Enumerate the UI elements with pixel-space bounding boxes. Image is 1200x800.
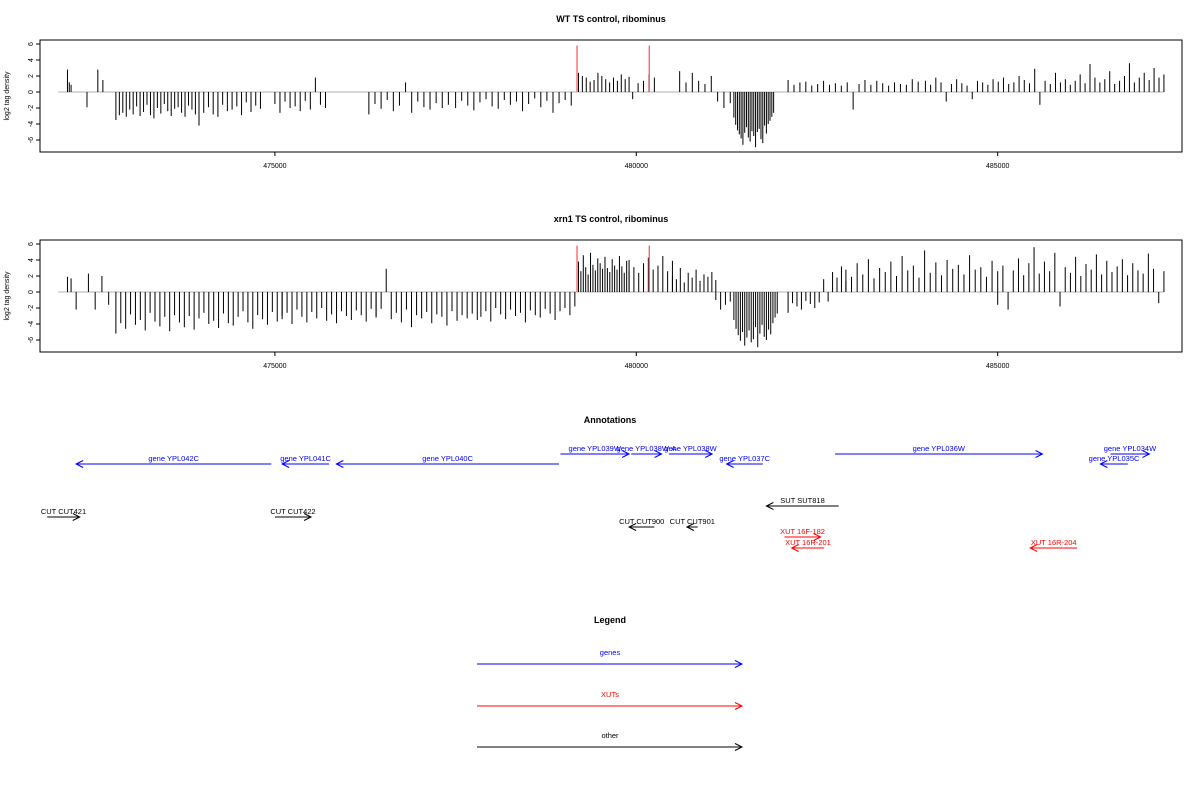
feature-arrow-head <box>734 702 744 710</box>
x-tick-label: 485000 <box>986 363 1009 370</box>
annotations-title: Annotations <box>584 415 637 425</box>
feature-arrow-head <box>813 533 822 541</box>
feature-arrow-head <box>281 460 290 468</box>
feature-arrow-head <box>75 460 84 468</box>
y-tick-label: -4 <box>28 321 35 327</box>
feature-label: CUT CUT901 <box>670 517 715 526</box>
y-axis-label: log2 tag density <box>4 71 11 121</box>
feature-arrow-head <box>1099 460 1108 468</box>
feature-arrow <box>631 450 663 458</box>
feature-arrow-head <box>627 523 637 531</box>
feature-arrow <box>47 513 81 521</box>
feature-label: gene YPL038W <box>664 444 717 453</box>
feature-arrow-head <box>734 660 744 668</box>
feature-arrow <box>685 523 698 531</box>
feature-arrow <box>627 523 655 531</box>
feature-label: gene YPL042C <box>148 454 199 463</box>
y-tick-label: 2 <box>28 74 35 78</box>
feature-arrow <box>790 544 825 552</box>
y-tick-label: 4 <box>28 258 35 262</box>
feature-label: gene YPL039W <box>569 444 622 453</box>
feature-label: gene YPL038W-A <box>617 444 677 453</box>
feature-label: XUT 16R-201 <box>785 538 831 547</box>
feature-arrow-head <box>790 544 799 552</box>
feature-label: gene YPL037C <box>719 454 770 463</box>
feature-arrow-head <box>1142 450 1151 458</box>
feature-label: gene YPL036W <box>913 444 966 453</box>
feature-arrow-head <box>72 513 81 521</box>
feature-arrow <box>835 450 1044 458</box>
feature-label: CUT CUT900 <box>619 517 664 526</box>
legend-label: other <box>601 731 619 740</box>
feature-arrow <box>75 460 272 468</box>
feature-arrow <box>1099 460 1128 468</box>
y-tick-label: -2 <box>28 305 35 311</box>
x-tick-label: 485000 <box>986 163 1009 170</box>
plot-frame <box>39 239 1183 353</box>
plot-frame <box>39 39 1183 153</box>
feature-arrow-head <box>725 460 734 468</box>
feature-label: gene YPL035C <box>1089 454 1140 463</box>
feature-label: SUT SUT818 <box>780 496 824 505</box>
y-tick-label: -2 <box>28 105 35 111</box>
y-tick-label: 6 <box>28 42 35 46</box>
feature-arrow-head <box>335 460 344 468</box>
feature-label: CUT CUT421 <box>41 507 86 516</box>
x-tick-label: 480000 <box>625 363 648 370</box>
legend-panel: Legend genes XUTs other <box>477 615 744 751</box>
feature-label: CUT CUT422 <box>270 507 315 516</box>
y-tick-label: 6 <box>28 242 35 246</box>
feature-arrow-head <box>654 450 663 458</box>
legend-arrow <box>477 702 744 710</box>
feature-arrow <box>1110 450 1151 458</box>
feature-label: XUT 16F-182 <box>780 527 825 536</box>
legend-arrow <box>477 660 744 668</box>
y-tick-label: -4 <box>28 121 35 127</box>
feature-arrow-head <box>685 523 695 531</box>
feature-arrow <box>1029 544 1078 552</box>
feature-label: XUT 16R-204 <box>1031 538 1077 547</box>
feature-arrow <box>335 460 559 468</box>
feature-arrow <box>765 502 839 510</box>
feature-arrow <box>274 513 313 521</box>
feature-arrow-head <box>734 743 744 751</box>
legend-arrow <box>477 743 744 751</box>
feature-arrow <box>560 450 631 458</box>
chart-title: xrn1 TS control, ribominus <box>554 214 669 224</box>
feature-arrow-head <box>1029 544 1038 552</box>
feature-arrow-head <box>704 450 714 458</box>
y-tick-label: -6 <box>28 337 35 343</box>
feature-label: gene YPL041C <box>280 454 331 463</box>
x-tick-label: 475000 <box>263 163 286 170</box>
y-tick-label: 0 <box>28 290 35 294</box>
feature-arrow <box>725 460 763 468</box>
density-bars <box>66 247 1165 348</box>
feature-arrow <box>668 450 714 458</box>
xrn1-density-panel: xrn1 TS control, ribominus 6 4 2 0 -2 -4 -6 log2… <box>4 214 1183 370</box>
legend-label: genes <box>600 648 621 657</box>
y-tick-label: 4 <box>28 58 35 62</box>
legend-title: Legend <box>594 615 626 625</box>
annotations-panel: Annotations gene YPL042C gene YPL041C gene … <box>41 415 1157 552</box>
legend-label: XUTs <box>601 690 619 699</box>
y-tick-label: -6 <box>28 137 35 143</box>
y-axis-label: log2 tag density <box>4 271 11 321</box>
feature-arrow-head <box>621 450 631 458</box>
density-bars <box>66 63 1165 148</box>
feature-arrow-head <box>303 513 313 521</box>
wt-density-panel: WT TS control, ribominus 6 4 2 0 -2 -4 -6 log2 t… <box>4 14 1183 170</box>
feature-arrow <box>281 460 330 468</box>
feature-arrow-head <box>1035 450 1044 458</box>
x-tick-label: 475000 <box>263 363 286 370</box>
chart-title: WT TS control, ribominus <box>556 14 666 24</box>
y-tick-label: 2 <box>28 274 35 278</box>
feature-label: gene YPL034W <box>1104 444 1157 453</box>
x-tick-label: 480000 <box>625 163 648 170</box>
feature-label: gene YPL040C <box>422 454 473 463</box>
feature-arrow <box>784 533 822 541</box>
feature-arrow-head <box>765 502 774 510</box>
y-tick-label: 0 <box>28 90 35 94</box>
